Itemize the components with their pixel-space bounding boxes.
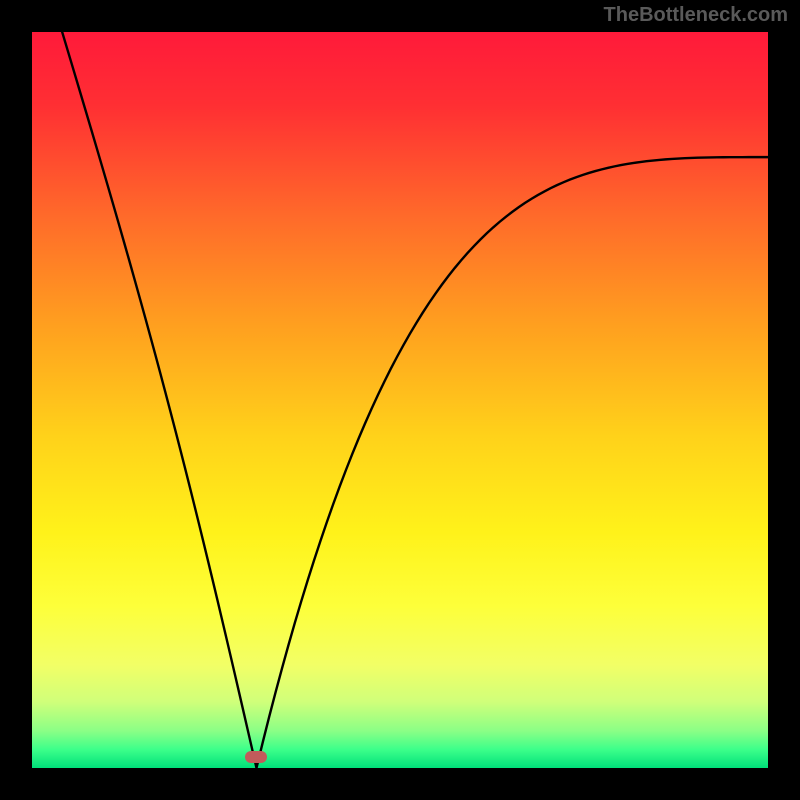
watermark-text: TheBottleneck.com: [604, 4, 788, 27]
plot-area: [32, 32, 768, 768]
chart-frame: TheBottleneck.com: [0, 0, 800, 800]
bottleneck-curve: [58, 32, 768, 768]
curve-svg: [32, 32, 768, 768]
optimum-marker: [245, 751, 267, 763]
